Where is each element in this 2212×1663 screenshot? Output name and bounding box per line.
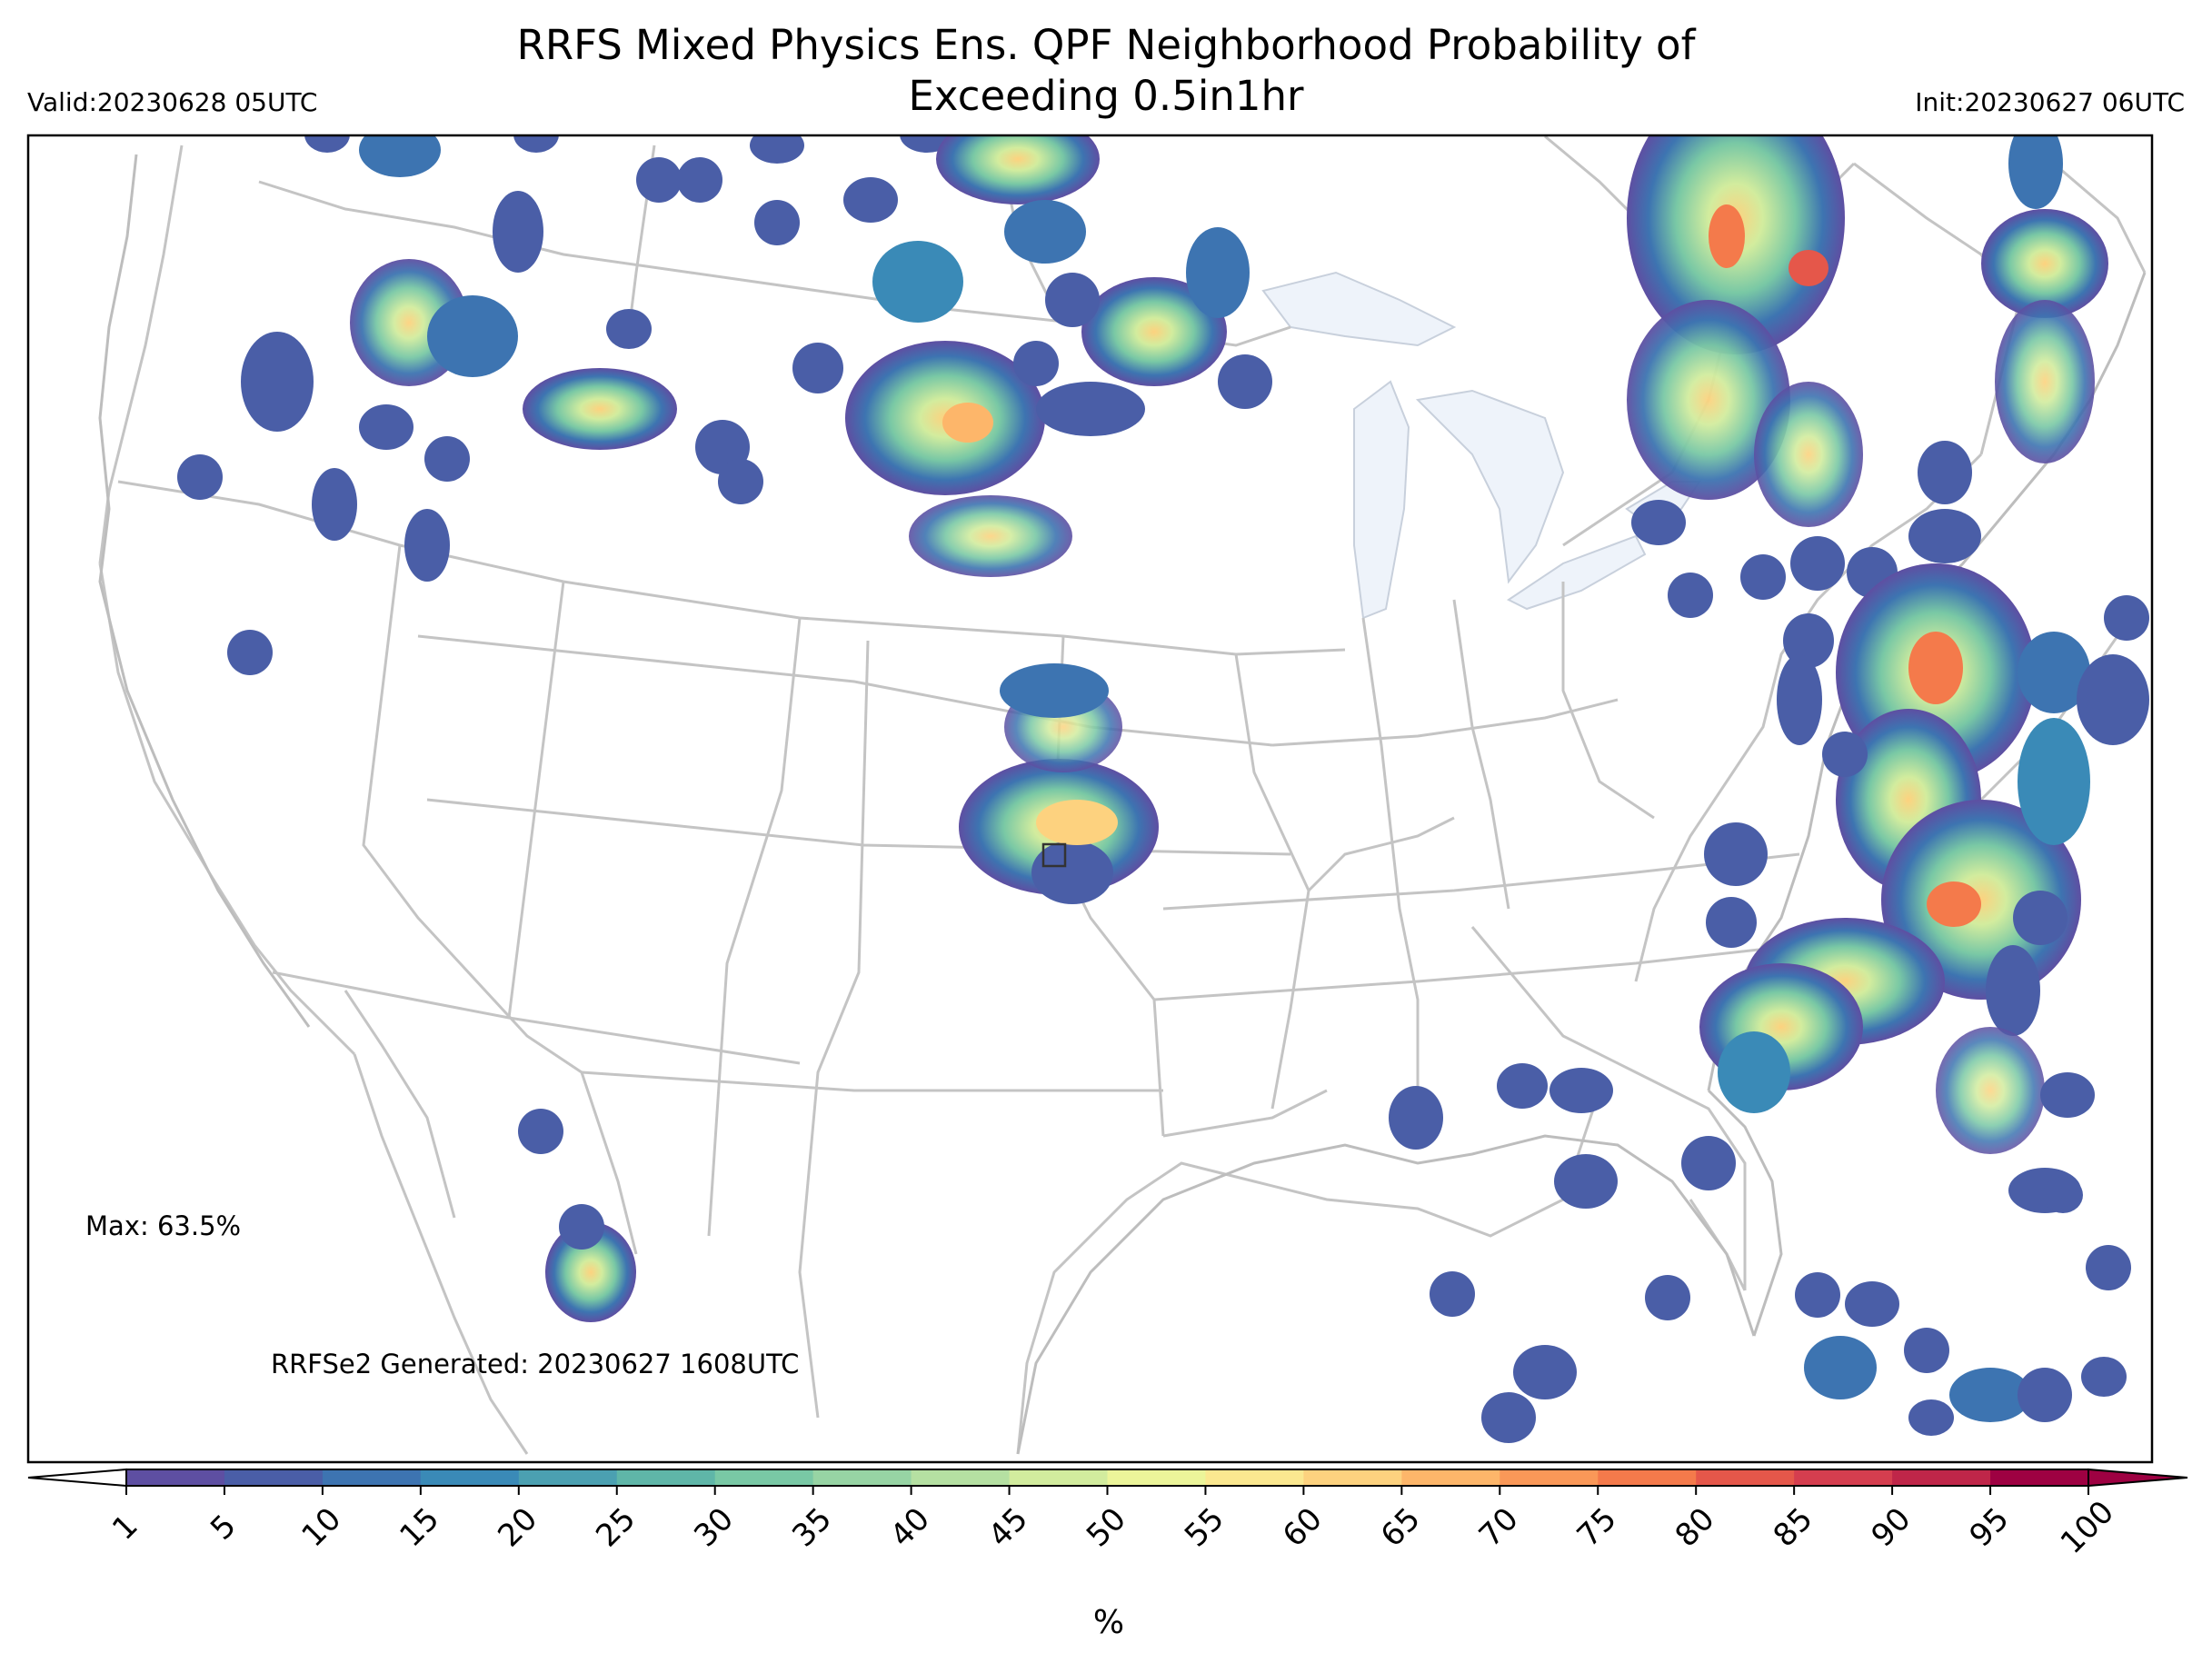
colorbar-tick-label: 40 (883, 1501, 937, 1555)
probability-contours (177, 135, 2149, 1443)
colorbar-tick-label: 20 (491, 1501, 544, 1555)
colorbar-tick-label: 50 (1080, 1501, 1133, 1555)
colorbar-tick-label: 85 (1767, 1501, 1820, 1555)
colorbar-segment (1107, 1469, 1206, 1486)
colorbar-ticks: 1 5 10 15 20 25 30 35 40 45 50 55 60 65 70 75 80 85 90 95 10… (105, 1486, 2121, 1561)
colorbar-segment (616, 1469, 716, 1486)
max-value-label: Max: 63.5% (85, 1210, 242, 1241)
colorbar-segment (1500, 1469, 1599, 1486)
colorbar-segment (1009, 1469, 1108, 1486)
colorbar-tick-label: 45 (981, 1501, 1035, 1555)
max-location-marker (1041, 842, 1067, 868)
colorbar-tick-label: 100 (2054, 1494, 2121, 1561)
colorbar-tick-label: 80 (1669, 1501, 1722, 1555)
colorbar-under-arrow (27, 1468, 127, 1488)
colorbar-tick-label: 5 (204, 1508, 244, 1548)
colorbar-tick-label: 30 (687, 1501, 741, 1555)
colorbar-tick-label: 55 (1178, 1501, 1231, 1555)
colorbar-segment (1892, 1469, 1991, 1486)
colorbar-segments (126, 1469, 2089, 1486)
colorbar-segment (1401, 1469, 1500, 1486)
colorbar-tick-label: 70 (1472, 1501, 1526, 1555)
colorbar-segment (322, 1469, 422, 1486)
colorbar-tick-label: 75 (1570, 1501, 1624, 1555)
colorbar-segment (420, 1469, 520, 1486)
colorbar-tick-label: 1 (105, 1508, 145, 1548)
colorbar-tick-label: 35 (785, 1501, 839, 1555)
colorbar-segment (224, 1469, 324, 1486)
generated-label: RRFSe2 Generated: 20230627 1608UTC (271, 1349, 800, 1379)
colorbar-tick-label: 90 (1865, 1501, 1918, 1555)
colorbar-over-arrow (2087, 1468, 2188, 1488)
colorbar-segment (518, 1469, 618, 1486)
map-content (98, 135, 2149, 1455)
colorbar-segment (126, 1469, 225, 1486)
colorbar-segment (812, 1469, 912, 1486)
colorbar-segment (714, 1469, 814, 1486)
colorbar-segment (1696, 1469, 1795, 1486)
colorbar-segment (1990, 1469, 2089, 1486)
title-line-1: RRFS Mixed Physics Ens. QPF Neighborhood… (516, 21, 1696, 69)
chart-title: RRFS Mixed Physics Ens. QPF Neighborhood… (0, 20, 2212, 122)
colorbar-segment (1303, 1469, 1402, 1486)
valid-time-label: Valid:20230628 05UTC (27, 87, 318, 117)
colorbar-tick-label: 15 (393, 1501, 446, 1555)
colorbar-tick-label: 10 (294, 1501, 348, 1555)
colorbar-tick-label: 60 (1276, 1501, 1330, 1555)
title-line-2: Exceeding 0.5in1hr (908, 72, 1304, 120)
map-frame (26, 134, 2154, 1464)
colorbar-tick-label: 65 (1374, 1501, 1428, 1555)
colorbar-tick-label: 25 (589, 1501, 643, 1555)
colorbar-segment (1598, 1469, 1697, 1486)
colorbar-tick-label: 95 (1963, 1501, 2017, 1555)
colorbar-segment (1205, 1469, 1304, 1486)
colorbar-segment (911, 1469, 1011, 1486)
colorbar-unit-label: % (1092, 1604, 1125, 1641)
colorbar-segment (1794, 1469, 1893, 1486)
init-time-label: Init:20230627 06UTC (1915, 87, 2185, 117)
